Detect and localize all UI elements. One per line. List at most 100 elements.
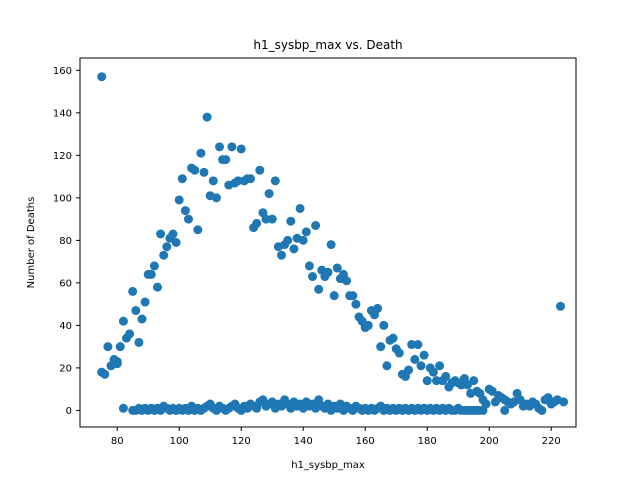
data-point	[283, 235, 293, 245]
data-point	[295, 203, 305, 213]
data-point	[202, 112, 212, 122]
data-point	[267, 214, 277, 224]
data-point	[255, 165, 265, 175]
data-point	[199, 167, 209, 177]
data-point	[177, 174, 187, 184]
x-tick-label: 180	[418, 436, 437, 447]
data-point	[289, 244, 299, 254]
data-point	[103, 342, 113, 352]
data-point	[236, 144, 246, 154]
data-point	[373, 303, 383, 313]
data-point	[286, 216, 296, 226]
data-point	[118, 316, 128, 326]
data-point	[140, 297, 150, 307]
data-point	[137, 314, 147, 324]
data-point	[190, 165, 200, 175]
data-point	[329, 291, 339, 301]
data-point	[311, 220, 321, 230]
y-tick-label: 20	[59, 363, 72, 374]
y-tick-label: 40	[59, 321, 72, 332]
data-point	[537, 405, 547, 415]
data-point	[469, 376, 479, 386]
points-layer	[97, 72, 569, 415]
y-tick-label: 100	[53, 193, 72, 204]
x-tick-label: 160	[356, 436, 375, 447]
data-point	[363, 320, 373, 330]
data-point	[478, 405, 488, 415]
data-point	[171, 238, 181, 247]
data-point	[264, 189, 274, 199]
data-point	[314, 284, 324, 294]
data-point	[422, 376, 432, 386]
data-point	[159, 250, 169, 260]
data-point	[348, 291, 358, 301]
data-point	[100, 369, 110, 379]
data-point	[211, 193, 221, 203]
data-point	[115, 342, 125, 352]
data-point	[125, 329, 135, 339]
plot-area	[79, 57, 577, 428]
data-point	[379, 320, 389, 330]
data-point	[410, 354, 420, 364]
data-point	[556, 301, 565, 311]
x-axis-ticks: 80 100 120 140 160 180 200 220	[111, 427, 561, 447]
data-point	[174, 195, 184, 205]
data-point	[419, 350, 429, 360]
y-tick-label: 0	[66, 406, 72, 417]
data-point	[252, 218, 262, 228]
data-point	[261, 214, 271, 224]
y-axis-ticks: 0 20 40 60 80 100 120 140 160	[53, 66, 80, 417]
data-point	[413, 340, 423, 350]
data-point	[323, 267, 333, 277]
x-tick-label: 200	[480, 436, 499, 447]
x-axis-label: h1_sysbp_max	[291, 460, 365, 471]
x-tick-label: 220	[542, 436, 561, 447]
axes-frame	[79, 57, 577, 428]
data-point	[270, 176, 280, 186]
data-point	[376, 342, 386, 352]
data-point	[156, 229, 166, 239]
data-point	[153, 282, 162, 292]
data-point	[215, 142, 224, 152]
data-point	[233, 176, 243, 186]
chart-title: h1_sysbp_max vs. Death	[253, 38, 402, 52]
x-tick-label: 120	[232, 436, 251, 447]
data-point	[193, 225, 203, 235]
data-point	[227, 142, 237, 152]
data-point	[277, 250, 286, 260]
data-point	[388, 333, 398, 343]
data-point	[149, 261, 159, 271]
x-tick-label: 140	[294, 436, 313, 447]
x-tick-label: 100	[170, 436, 189, 447]
y-tick-label: 140	[53, 108, 72, 119]
y-tick-label: 60	[59, 278, 72, 289]
data-point	[134, 337, 144, 347]
data-point	[180, 206, 190, 216]
data-point	[435, 361, 445, 371]
data-point	[112, 357, 122, 367]
data-point	[382, 361, 392, 371]
data-point	[208, 176, 218, 186]
data-point	[97, 72, 107, 82]
data-point	[326, 240, 336, 250]
data-point	[342, 276, 352, 286]
data-point	[308, 272, 317, 282]
data-point	[500, 405, 510, 415]
data-point	[146, 269, 156, 279]
data-point	[304, 261, 314, 271]
data-point	[404, 365, 414, 375]
data-point	[407, 340, 417, 350]
data-point	[196, 148, 206, 158]
data-point	[432, 376, 441, 386]
data-point	[128, 286, 138, 296]
data-point	[351, 299, 361, 309]
data-point	[162, 242, 172, 252]
data-point	[559, 397, 569, 407]
data-point	[441, 371, 451, 381]
data-point	[246, 174, 255, 184]
data-point	[394, 348, 404, 358]
data-point	[301, 227, 311, 237]
y-axis-label: Number of Deaths	[26, 197, 37, 289]
data-point	[428, 367, 438, 377]
